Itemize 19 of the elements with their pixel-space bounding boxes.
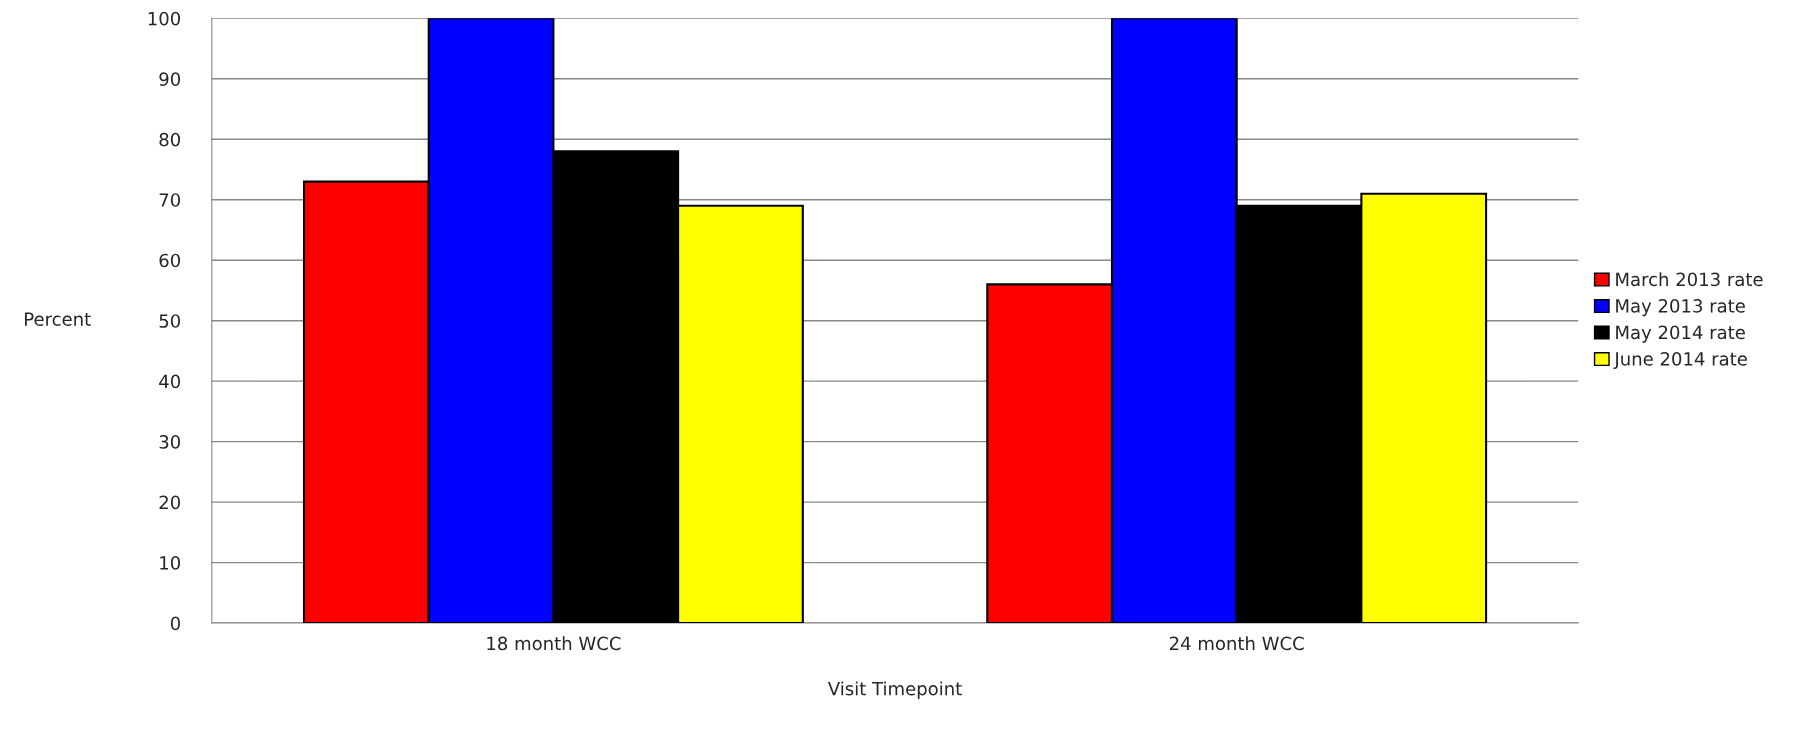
x-tick-label: 18 month WCC xyxy=(487,636,621,651)
y-tick-label: 80 xyxy=(159,132,181,147)
legend-label: March 2013 rate xyxy=(1616,272,1763,287)
y-tick-label: 40 xyxy=(159,374,181,389)
y-tick-label: 0 xyxy=(170,616,181,631)
y-tick-label: 50 xyxy=(159,314,181,328)
y-tick-label: 30 xyxy=(159,435,181,449)
y-tick-label: 100 xyxy=(148,11,181,26)
y-tick-label: 70 xyxy=(159,193,181,207)
x-tick-label: 24 month WCC xyxy=(1169,636,1304,651)
legend-label: June 2014 rate xyxy=(1613,352,1747,370)
legend-label: May 2013 rate xyxy=(1616,299,1745,317)
y-tick-label: 10 xyxy=(160,556,181,570)
legend-label: May 2014 rate xyxy=(1616,325,1745,343)
y-tick-label: 90 xyxy=(159,72,181,86)
y-tick-label: 60 xyxy=(159,253,181,268)
y-tick-label: 20 xyxy=(159,495,181,510)
x-axis-title: Visit Timepoint xyxy=(827,681,962,699)
y-axis-title: Percent xyxy=(25,312,91,326)
